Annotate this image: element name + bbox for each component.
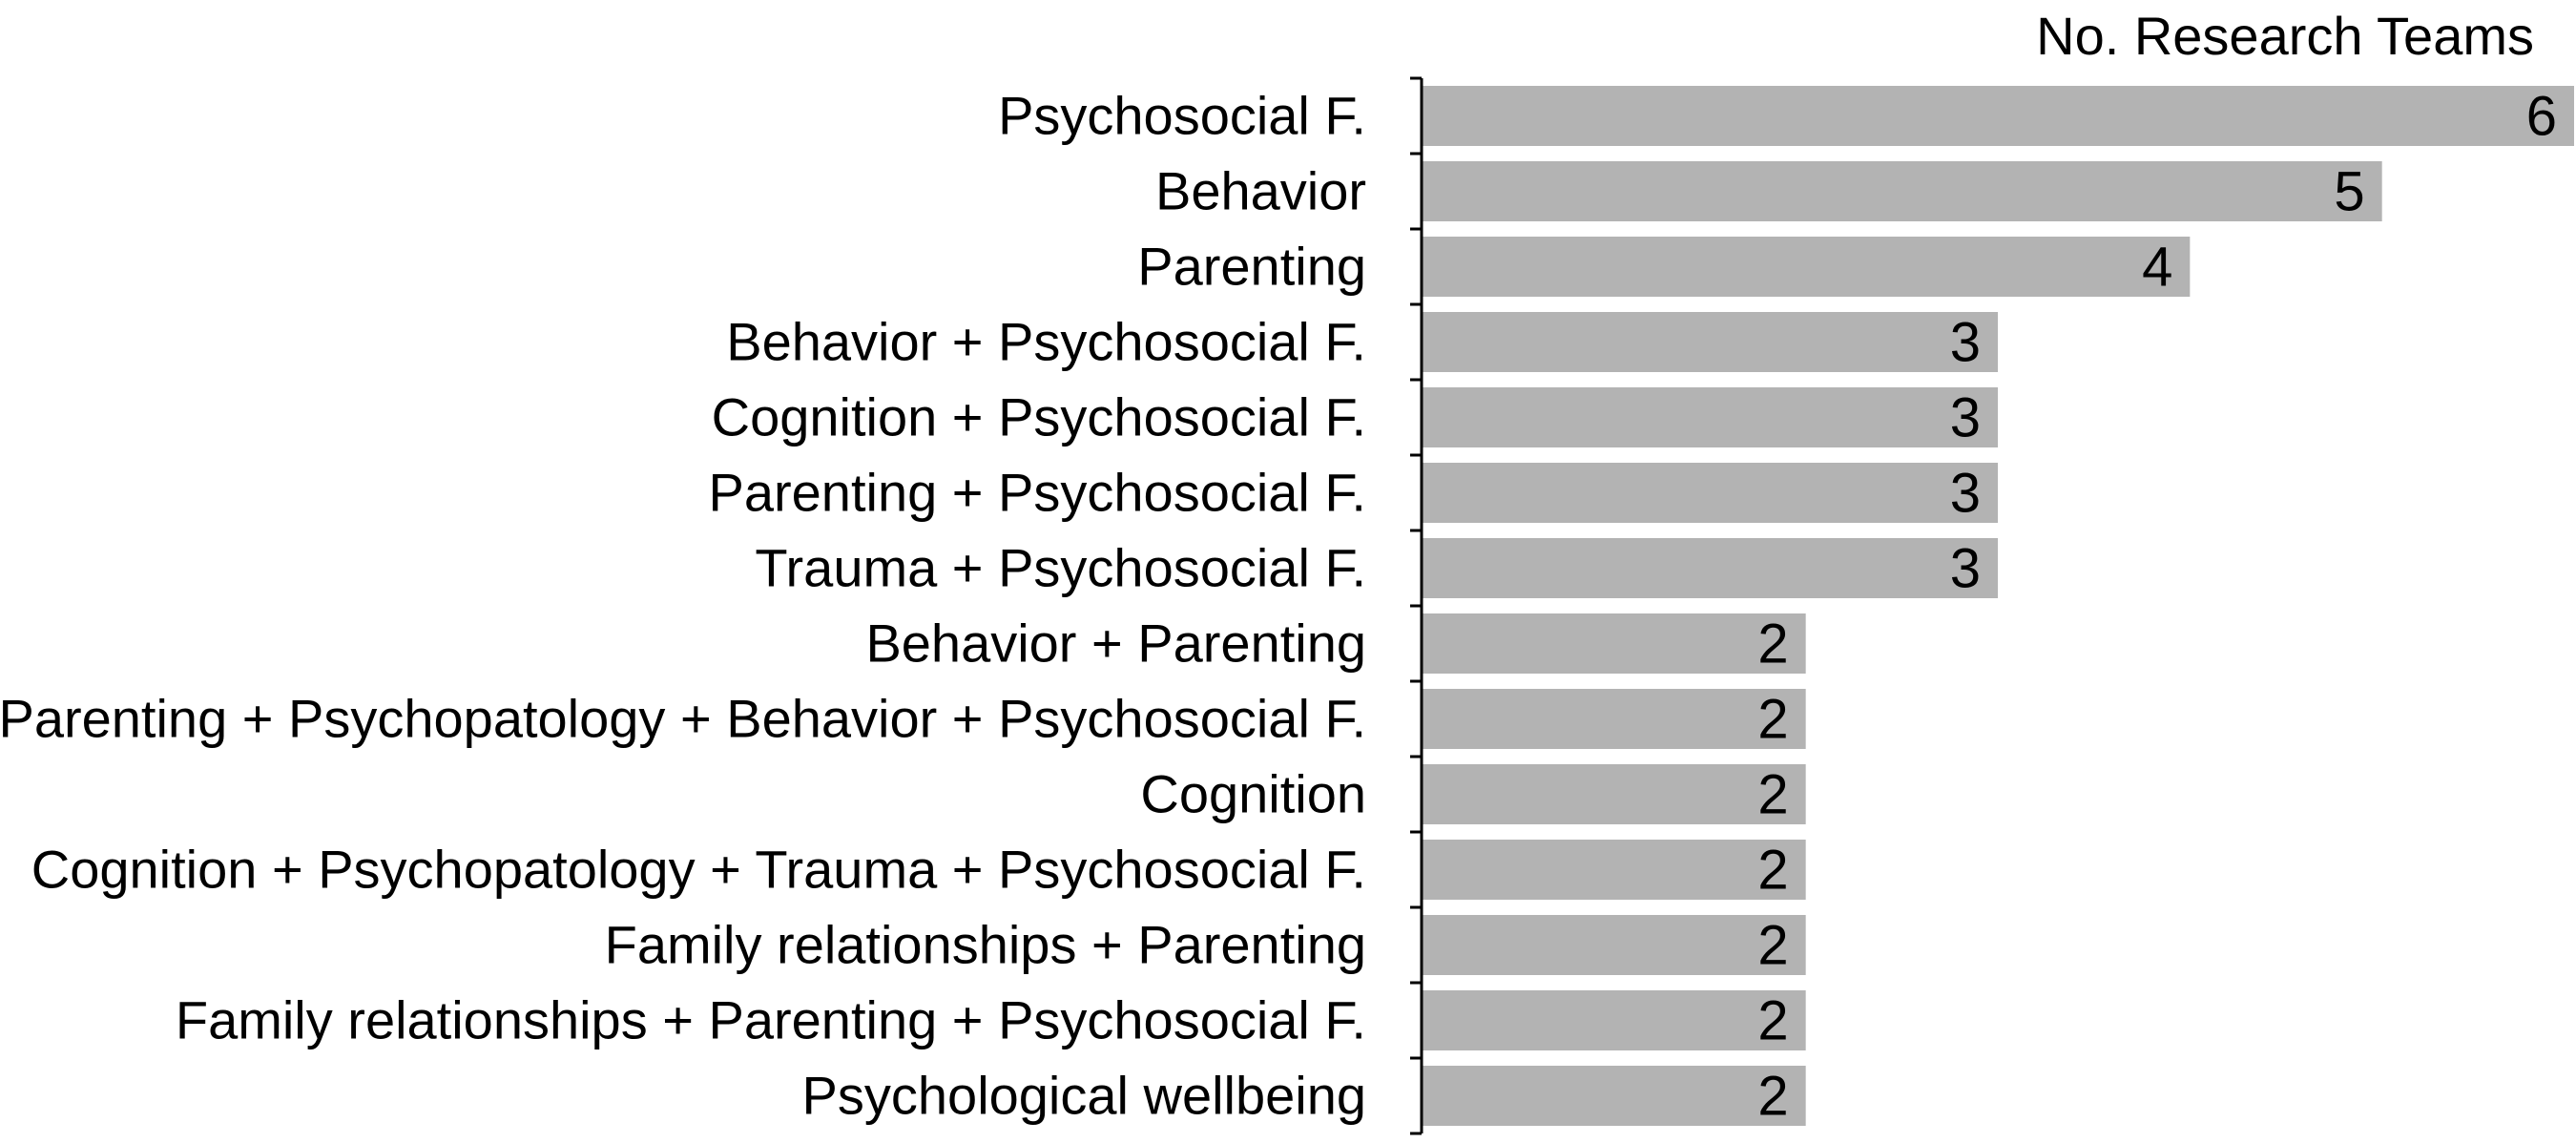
bar xyxy=(1422,463,1998,523)
category-label: Behavior + Psychosocial F. xyxy=(726,312,1366,372)
category-label: Family relationships + Parenting + Psych… xyxy=(176,990,1366,1050)
bar xyxy=(1422,613,1806,674)
value-label: 2 xyxy=(1757,990,1788,1052)
value-label: 2 xyxy=(1757,764,1788,826)
bar xyxy=(1422,161,2382,221)
bar xyxy=(1422,764,1806,824)
bar xyxy=(1422,840,1806,900)
category-label: Parenting xyxy=(1137,237,1366,297)
value-label: 3 xyxy=(1950,463,1981,525)
value-labels-group: 6 5 4 3 3 3 3 2 2 2 2 2 2 2 xyxy=(1757,86,2557,1128)
value-label: 4 xyxy=(2142,237,2172,299)
category-label: Cognition + Psychosocial F. xyxy=(712,387,1366,447)
value-label: 2 xyxy=(1757,840,1788,902)
category-label: Psychological wellbeing xyxy=(802,1066,1366,1126)
bars-group xyxy=(1422,86,2574,1126)
category-label: Family relationships + Parenting xyxy=(605,915,1366,975)
value-label: 2 xyxy=(1757,1066,1788,1128)
category-label: Cognition xyxy=(1140,764,1366,824)
value-label: 3 xyxy=(1950,387,1981,449)
axis-title: No. Research Teams xyxy=(2036,6,2534,66)
value-label: 2 xyxy=(1757,915,1788,977)
bar xyxy=(1422,86,2574,146)
bar xyxy=(1422,990,1806,1050)
bar xyxy=(1422,387,1998,447)
y-axis xyxy=(1410,76,1423,1135)
bar xyxy=(1422,915,1806,975)
category-label: Psychosocial F. xyxy=(998,86,1366,146)
value-label: 2 xyxy=(1757,689,1788,751)
bar xyxy=(1422,312,1998,372)
value-label: 6 xyxy=(2526,86,2557,148)
category-label: Behavior xyxy=(1155,161,1366,221)
category-label: Cognition + Psychopatology + Trauma + Ps… xyxy=(31,840,1366,900)
category-label: Parenting + Psychopatology + Behavior + … xyxy=(0,689,1366,749)
value-label: 3 xyxy=(1950,312,1981,374)
category-label: Trauma + Psychosocial F. xyxy=(755,538,1366,598)
category-labels-group: Psychosocial F. Behavior Parenting Behavior… xyxy=(0,86,1366,1126)
bar xyxy=(1422,237,2191,297)
category-label: Parenting + Psychosocial F. xyxy=(709,463,1366,523)
bar xyxy=(1422,1066,1806,1126)
value-label: 5 xyxy=(2334,161,2364,223)
bar xyxy=(1422,538,1998,598)
bar xyxy=(1422,689,1806,749)
category-label: Behavior + Parenting xyxy=(865,613,1366,674)
value-label: 3 xyxy=(1950,538,1981,600)
value-label: 2 xyxy=(1757,613,1788,675)
